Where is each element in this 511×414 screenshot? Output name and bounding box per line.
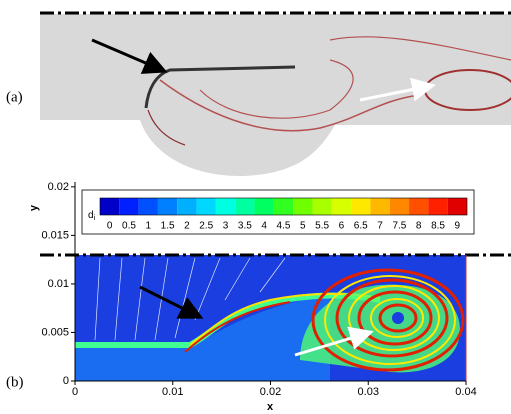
colorbar-cell [448,198,467,215]
x-tick-label: 0.03 [358,386,379,398]
y-tick-label: 0.02 [48,181,69,193]
colorbar-tick-label: 0 [107,221,113,232]
colorbar-cell [390,198,409,215]
colorbar-tick-label: 3 [223,221,229,232]
colorbar-cell [100,198,119,215]
colorbar-cell [312,198,331,215]
panel-label: (a) [6,89,23,105]
colorbar-tick-label: 2.5 [199,221,213,232]
x-tick-label: 0.02 [260,386,281,398]
colorbar-tick-label: 1.5 [161,221,175,232]
colorbar-tick-label: 0.5 [122,221,136,232]
colorbar-cell [351,198,370,215]
colorbar-cell [235,198,254,215]
colorbar-cell [119,198,138,215]
colorbar-tick-label: 9 [455,221,461,232]
colorbar-tick-label: 7 [377,221,383,232]
x-tick-label: 0 [72,386,78,398]
colorbar-cell [197,198,216,215]
colorbar-tick-label: 4 [261,221,267,232]
colorbar-cell [428,198,447,215]
colorbar-tick-label: 5 [300,221,306,232]
colorbar-tick-label: 5.5 [315,221,329,232]
x-axis-label: x [267,401,274,413]
panel-a-image [40,13,511,176]
colorbar-tick-label: 1 [146,221,152,232]
colorbar-cell [409,198,428,215]
colorbar-tick-label: 6 [339,221,345,232]
panel-label: (b) [6,374,24,390]
colorbar-cell [139,198,158,215]
colorbar-tick-label: 2 [184,221,190,232]
figure: (a) (b) di x y 00.010.0 [0,0,511,414]
colorbar-cell [158,198,177,215]
y-tick-label: 0.015 [41,229,69,241]
x-tick-label: 0.04 [455,386,476,398]
colorbar-tick-label: 6.5 [354,221,368,232]
colorbar-cell [293,198,312,215]
colorbar-tick-label: 8.5 [431,221,445,232]
colorbar-tick-label: 3.5 [238,221,252,232]
colorbar-cell [332,198,351,215]
colorbar-cell [177,198,196,215]
colorbar-tick-label: 8 [416,221,422,232]
contour-field [75,255,466,381]
colorbar-cell [255,198,274,215]
colorbar-cell [216,198,235,215]
y-tick-label: 0.005 [41,326,69,338]
y-tick-label: 0.01 [48,278,69,290]
colorbar-cell [274,198,293,215]
colorbar-tick-label: 4.5 [277,221,291,232]
x-tick-label: 0.01 [162,386,183,398]
colorbar-tick-label: 7.5 [392,221,406,232]
y-axis-label: y [28,204,40,211]
y-tick-label: 0 [63,375,69,387]
colorbar-cell [370,198,389,215]
